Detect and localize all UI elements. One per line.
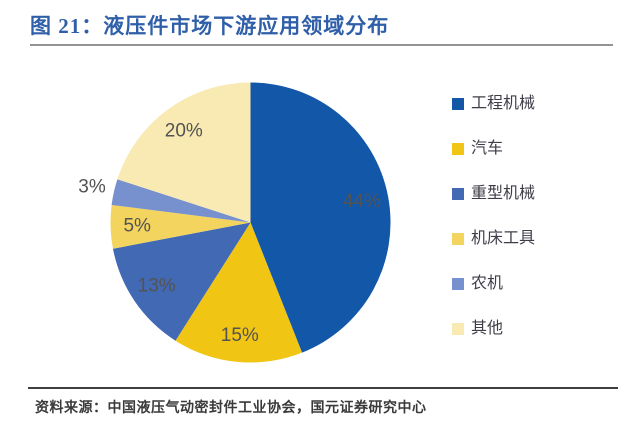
pie-slice-其他 [117, 82, 251, 223]
legend-label: 机床工具 [471, 230, 536, 247]
legend-label: 重型机械 [471, 185, 536, 202]
legend-swatch-icon [452, 232, 464, 245]
pie-chart-canvas: 44% 15% 13% 5% 3% 20% [78, 82, 391, 363]
pie-data-label-汽车: 15% [221, 325, 259, 346]
legend-label: 工程机械 [471, 95, 536, 112]
pie-data-label-重型机械: 13% [138, 276, 176, 297]
pie-slice-重型机械 [112, 222, 251, 341]
legend-item-其他: 其他 [452, 320, 535, 337]
footer-divider [28, 387, 618, 389]
pie-data-label-工程机械: 44% [343, 191, 381, 212]
legend-item-农机: 农机 [452, 275, 535, 292]
title-divider [30, 44, 613, 46]
chart-legend: 工程机械汽车重型机械机床工具农机其他 [452, 95, 536, 337]
pie-data-label-农机: 3% [78, 177, 106, 198]
legend-item-工程机械: 工程机械 [452, 95, 536, 112]
source-note: 资料来源：中国液压气动密封件工业协会，国元证券研究中心 [35, 401, 427, 416]
figure-title: 图 21：液压件市场下游应用领域分布 [30, 14, 390, 38]
pie-slice-机床工具 [110, 204, 251, 249]
legend-label: 汽车 [471, 140, 504, 157]
legend-swatch-icon [452, 322, 464, 335]
legend-item-汽车: 汽车 [452, 140, 535, 157]
legend-swatch-icon [452, 97, 464, 110]
legend-item-重型机械: 重型机械 [452, 185, 536, 202]
legend-label: 农机 [471, 275, 504, 292]
pie-slice-农机 [111, 179, 251, 223]
pie-data-label-其他: 20% [165, 120, 203, 141]
legend-label: 其他 [471, 320, 504, 337]
legend-item-机床工具: 机床工具 [452, 230, 536, 247]
legend-swatch-icon [452, 187, 464, 200]
pie-data-label-机床工具: 5% [123, 216, 151, 237]
legend-swatch-icon [452, 142, 464, 155]
legend-swatch-icon [452, 277, 464, 290]
pie-slice-汽车 [175, 222, 303, 363]
pie-chart: 44% 15% 13% 5% 3% 20% [60, 60, 450, 380]
pie-slice-工程机械 [250, 82, 391, 353]
